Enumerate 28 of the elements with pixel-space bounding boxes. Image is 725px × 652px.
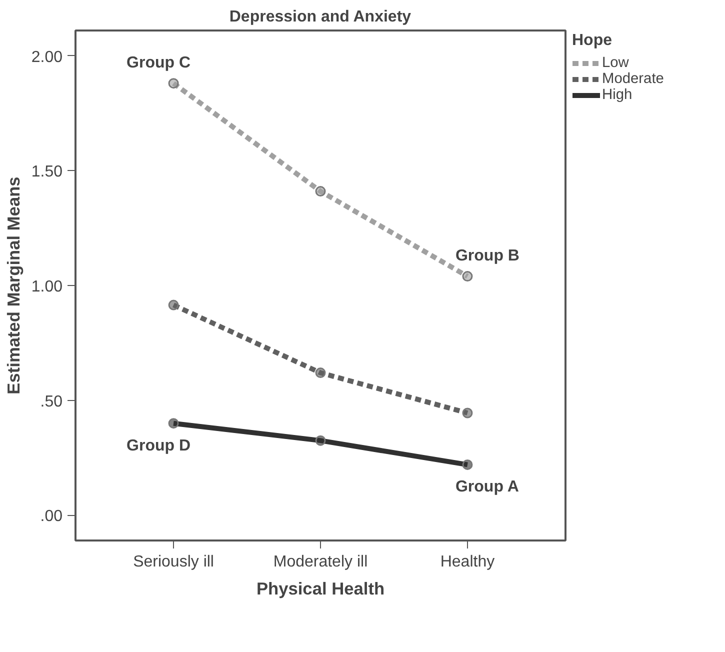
y-tick-label: 1.00 <box>31 278 63 296</box>
y-axis-title: Estimated Marginal Means <box>3 176 24 394</box>
point <box>462 271 473 282</box>
annotation: Group C <box>126 54 191 72</box>
annotation: Group B <box>455 247 520 264</box>
point <box>168 300 179 310</box>
point <box>462 459 473 470</box>
point <box>462 408 473 418</box>
point <box>315 435 326 446</box>
x-tick-label: Moderately ill <box>273 554 368 570</box>
x-tick-label: Seriously ill <box>133 554 214 570</box>
annotation: Group A <box>455 478 520 496</box>
y-tick-label: 2.00 <box>31 48 63 66</box>
legend-label: Low <box>602 55 629 71</box>
point <box>315 186 326 197</box>
chart-title: Depression and Anxiety <box>229 8 412 26</box>
annotation: Group D <box>126 437 191 454</box>
x-axis-title: Physical Health <box>256 578 385 598</box>
legend-label: Moderate <box>602 71 664 87</box>
y-tick-label: .50 <box>40 393 63 410</box>
y-tick-label: 1.50 <box>31 164 63 181</box>
legend-title: Hope <box>572 32 613 50</box>
y-tick-label: .00 <box>40 508 63 526</box>
point <box>315 368 326 378</box>
legend-label: High <box>602 87 632 103</box>
x-tick-label: Healthy <box>440 554 495 570</box>
point <box>168 418 179 429</box>
point <box>168 78 179 89</box>
